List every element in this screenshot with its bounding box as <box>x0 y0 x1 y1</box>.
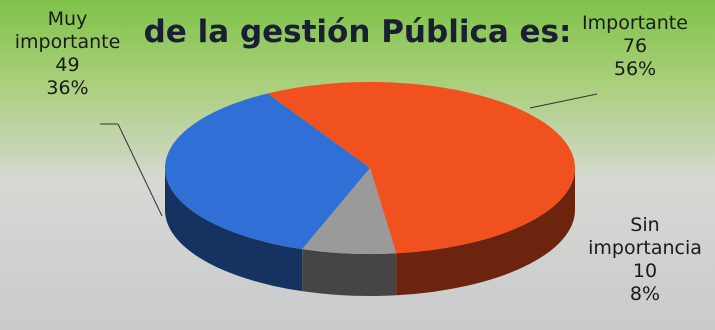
slice <box>302 168 397 254</box>
category-label: Muy importante <box>14 8 121 53</box>
data-label: Sin importancia 10 8% <box>575 214 715 306</box>
chart-title: de la gestión Pública es: <box>143 14 572 50</box>
data-label: Importante 76 56% <box>565 12 705 81</box>
value-label: 10 <box>632 260 658 282</box>
category-label: Sin importancia <box>588 214 702 259</box>
value-label: 49 <box>55 54 80 76</box>
pie <box>164 81 575 296</box>
category-label: Importante <box>582 12 688 34</box>
percent-label: 8% <box>629 283 661 305</box>
value-label: 76 <box>622 35 648 57</box>
percent-label: 36% <box>46 77 89 99</box>
slice <box>164 93 370 250</box>
percent-label: 56% <box>613 58 657 80</box>
slice-side <box>165 168 303 292</box>
leader-line <box>117 123 163 217</box>
slice <box>267 81 575 254</box>
slice-side <box>302 249 397 296</box>
data-label: Muy importante 49 36% <box>5 8 130 100</box>
leader-line <box>529 93 598 109</box>
slice-side <box>396 168 575 296</box>
